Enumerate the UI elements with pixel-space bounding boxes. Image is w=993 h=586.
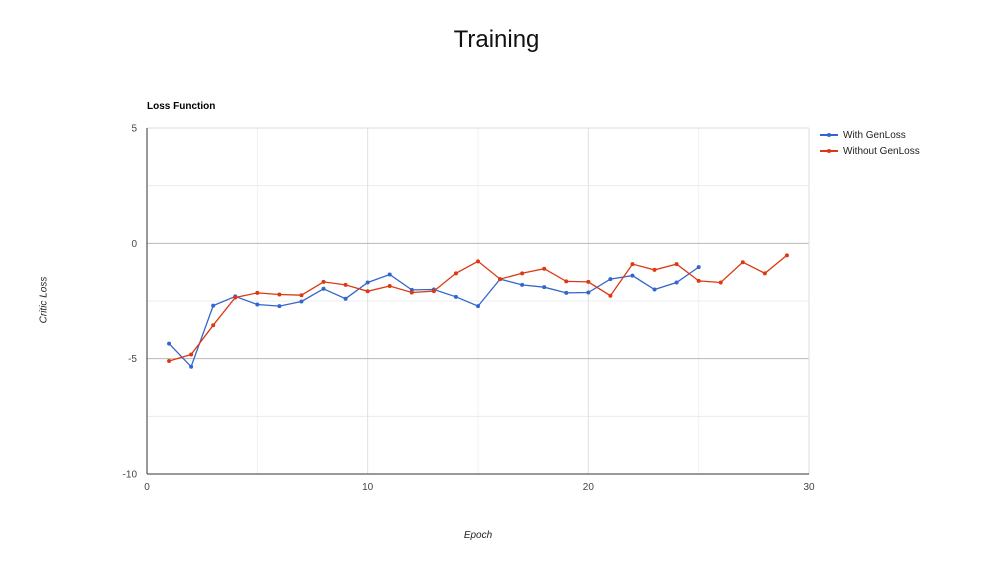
data-point [498, 277, 503, 282]
legend-label: With GenLoss [843, 129, 906, 141]
data-point [343, 296, 348, 301]
data-point [586, 290, 591, 295]
data-point [255, 290, 260, 295]
data-point [211, 303, 216, 308]
page-title: Training [453, 26, 540, 53]
legend-label: Without GenLoss [843, 145, 920, 157]
x-tick-label: 0 [144, 482, 150, 493]
data-point [586, 279, 591, 284]
x-tick-label: 30 [803, 482, 815, 493]
data-point [630, 262, 635, 267]
data-point [277, 304, 282, 309]
data-point [718, 280, 723, 285]
data-point [321, 279, 326, 284]
data-point [167, 358, 172, 363]
data-point [608, 277, 613, 282]
data-point [674, 280, 679, 285]
data-point [387, 284, 392, 289]
data-point [696, 265, 701, 270]
data-point [630, 273, 635, 278]
y-tick-label: 5 [131, 124, 137, 135]
data-point [784, 253, 789, 258]
data-point [476, 259, 480, 264]
data-point [762, 271, 767, 276]
legend-item: Without GenLoss [820, 143, 920, 159]
data-point [476, 304, 480, 309]
chart-title: Loss Function [147, 101, 216, 112]
data-point [255, 302, 260, 307]
x-tick-label: 10 [362, 482, 374, 493]
y-tick-label: 0 [131, 239, 137, 250]
data-point [453, 294, 458, 299]
legend-swatch [820, 146, 838, 156]
data-point [409, 290, 414, 295]
data-point [167, 341, 172, 346]
data-point [321, 286, 326, 291]
data-point [431, 289, 436, 294]
data-point [740, 260, 745, 265]
data-point [387, 272, 392, 277]
data-point [365, 280, 370, 285]
data-point [542, 266, 547, 271]
legend-swatch [820, 130, 838, 140]
data-point [564, 290, 569, 295]
legend-item: With GenLoss [820, 127, 920, 143]
data-point [674, 262, 679, 267]
x-axis-label: Epoch [463, 530, 493, 541]
data-point [453, 271, 458, 276]
data-point [652, 267, 657, 272]
data-point [343, 282, 348, 287]
y-tick-label: -10 [123, 470, 138, 481]
data-point [299, 293, 304, 298]
y-tick-label: -5 [128, 354, 137, 365]
data-point [211, 323, 216, 328]
data-point [233, 295, 238, 300]
data-point [299, 299, 304, 304]
data-point [520, 271, 525, 276]
data-point [520, 282, 525, 287]
data-point [564, 279, 569, 284]
data-point [189, 364, 194, 369]
data-point [277, 292, 282, 297]
data-point [189, 352, 194, 357]
x-tick-label: 20 [583, 482, 595, 493]
data-point [696, 278, 701, 283]
chart-legend: With GenLoss Without GenLoss [820, 127, 920, 159]
data-point [608, 293, 613, 298]
data-point [365, 289, 370, 294]
data-point [652, 287, 657, 292]
data-point [542, 285, 547, 290]
